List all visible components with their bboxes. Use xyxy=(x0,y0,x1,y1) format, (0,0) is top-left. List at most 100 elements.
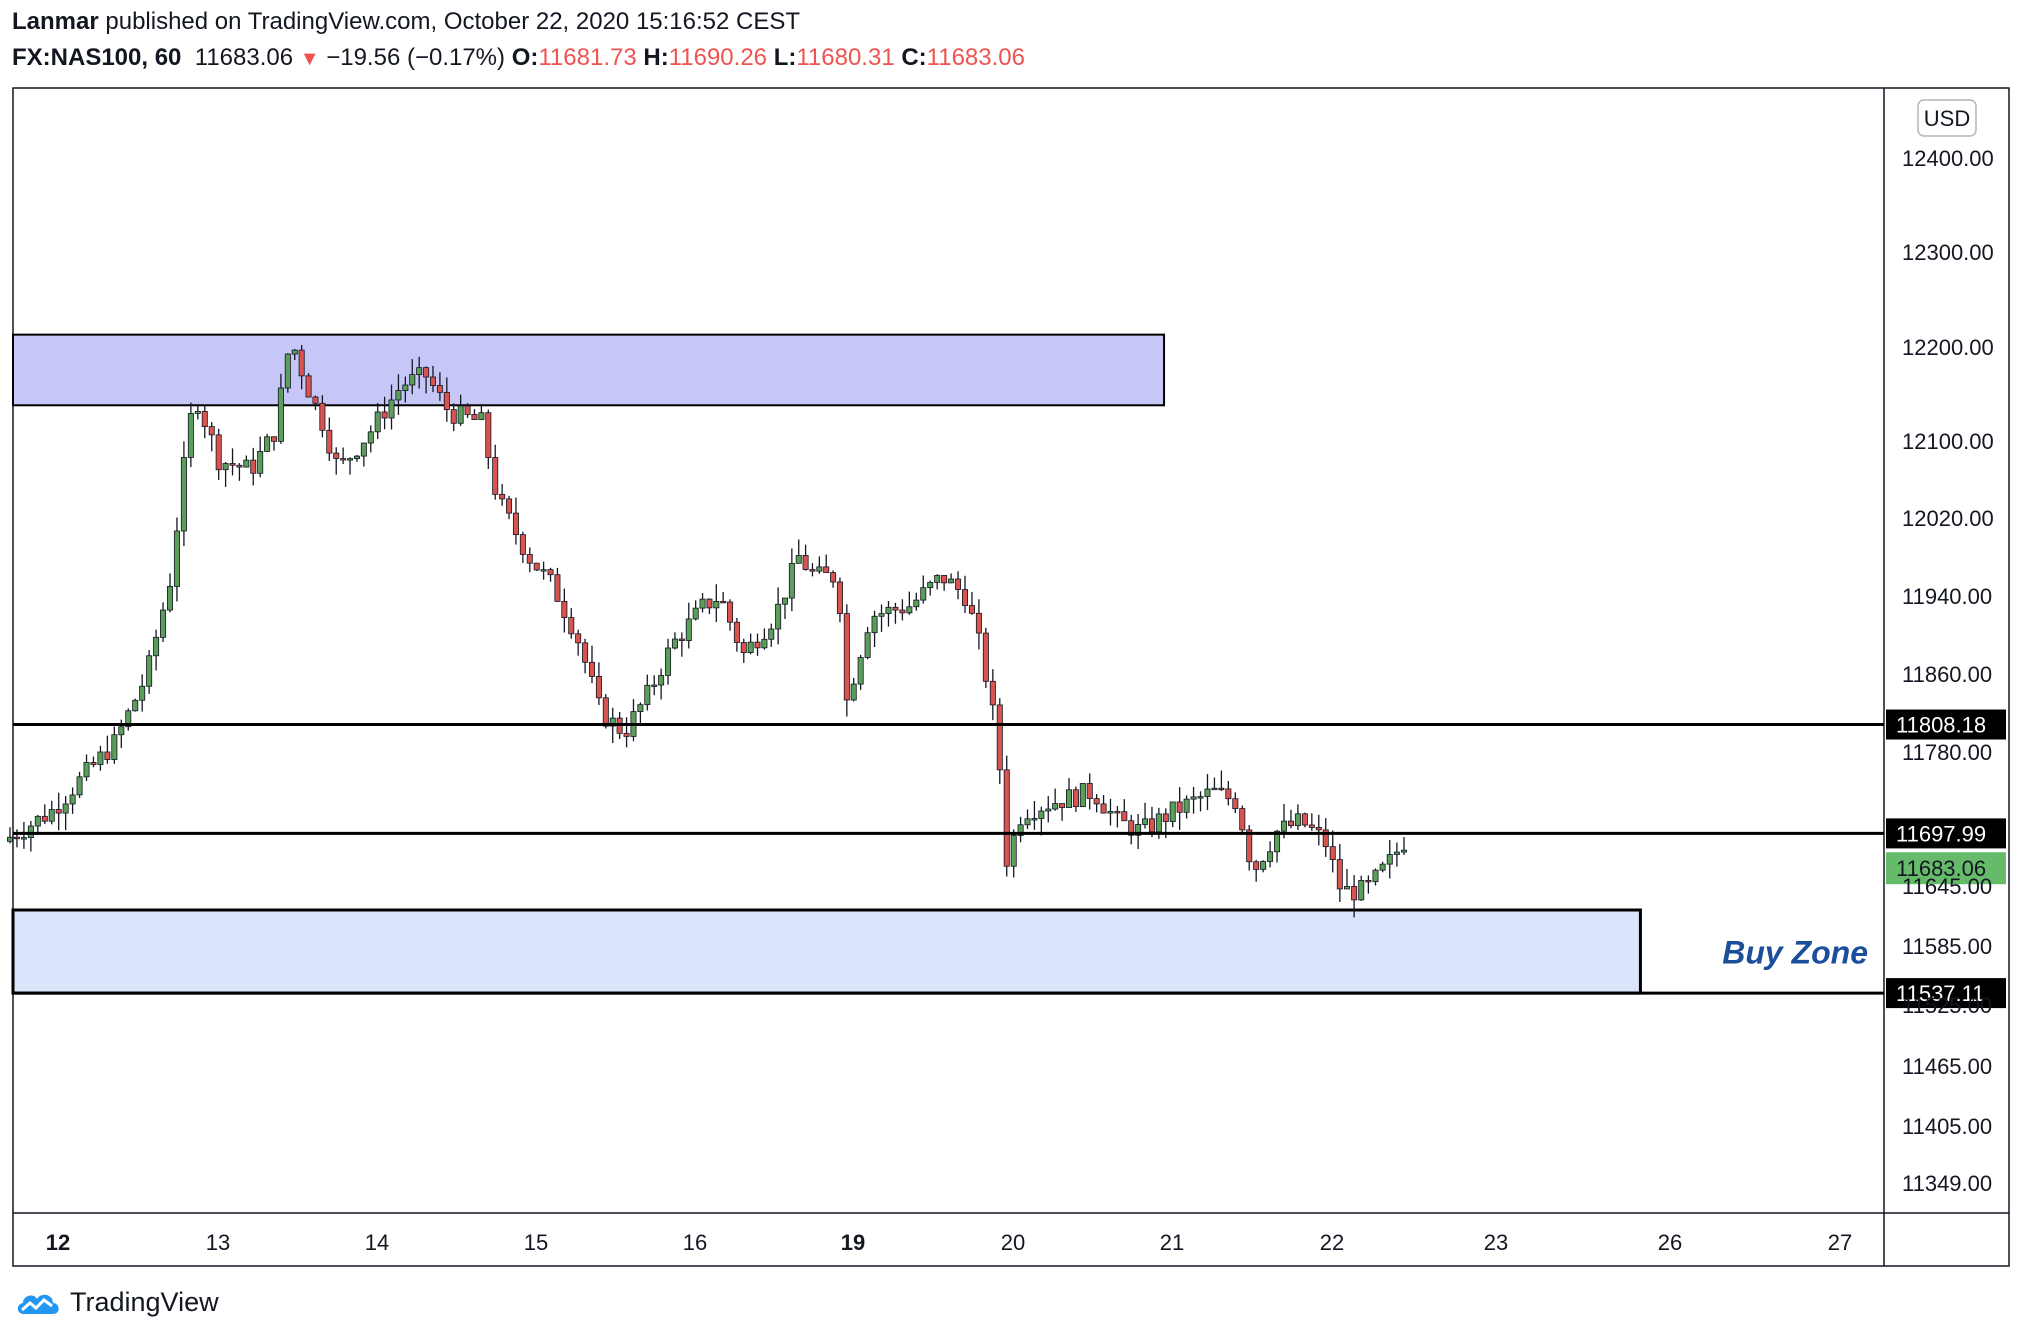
candle-up xyxy=(388,399,395,419)
x-tick-label: 21 xyxy=(1160,1230,1184,1255)
candle-up xyxy=(761,638,768,649)
candle-down xyxy=(533,562,540,571)
candle-down xyxy=(706,598,713,609)
high-value: 11690.26 xyxy=(668,44,768,71)
candle-up xyxy=(1274,830,1281,853)
candle-up xyxy=(264,436,271,452)
y-tick-label: 11585.00 xyxy=(1902,934,1992,959)
candle-up xyxy=(146,655,153,687)
candle-down xyxy=(13,836,20,840)
x-tick-label: 16 xyxy=(683,1230,707,1255)
candle-up xyxy=(139,685,146,701)
candle-down xyxy=(823,566,830,574)
candle-up xyxy=(243,459,250,468)
candle-down xyxy=(1100,803,1107,814)
candle-up xyxy=(132,699,139,712)
y-tick-label: 11405.00 xyxy=(1902,1114,1992,1139)
candle-up xyxy=(665,647,672,676)
candle-up xyxy=(160,609,167,638)
candle-up xyxy=(671,638,678,649)
resistance-zone[interactable] xyxy=(12,333,1166,407)
candle-down xyxy=(1225,788,1232,800)
x-tick-label: 20 xyxy=(1001,1230,1025,1255)
candle-down xyxy=(740,642,747,653)
candle-down xyxy=(201,411,208,427)
candle-down xyxy=(1253,861,1260,870)
candle-up xyxy=(1211,787,1218,791)
candle-up xyxy=(1079,783,1086,808)
candle-down xyxy=(720,601,727,604)
tradingview-logo[interactable]: TradingView xyxy=(14,1287,219,1318)
candle-up xyxy=(83,762,90,778)
candle-up xyxy=(1386,854,1393,865)
candle-down xyxy=(55,809,62,814)
x-tick-label: 19 xyxy=(841,1230,865,1255)
candle-down xyxy=(236,464,243,468)
candle-up xyxy=(1267,851,1274,862)
candle-down xyxy=(802,555,809,570)
level-price-label: 11537.11 xyxy=(1896,981,1985,1006)
candle-down xyxy=(809,569,816,572)
candle-up xyxy=(69,794,76,805)
ohlc-legend: FX:NAS100, 60 11683.06 ▼ −19.56 (−0.17%)… xyxy=(12,44,1025,72)
y-tick-label: 12200.00 xyxy=(1902,335,1994,360)
currency-badge[interactable]: USD xyxy=(1917,99,1977,137)
candle-up xyxy=(747,641,754,653)
candle-down xyxy=(305,375,312,398)
candle-up xyxy=(1135,824,1142,836)
candle-down xyxy=(547,569,554,576)
candle-down xyxy=(512,512,519,536)
x-tick-label: 15 xyxy=(524,1230,548,1255)
candle-down xyxy=(429,376,436,386)
candle-up xyxy=(878,613,885,617)
candle-down xyxy=(208,426,215,436)
candle-up xyxy=(1372,869,1379,883)
candle-down xyxy=(506,498,513,514)
candle-up xyxy=(284,353,291,389)
candle-up xyxy=(153,636,160,657)
candle-up xyxy=(927,582,934,589)
last-price-tag xyxy=(1886,852,2006,885)
x-tick-label: 27 xyxy=(1828,1230,1852,1255)
candle-down xyxy=(381,411,388,419)
candle-up xyxy=(1281,820,1288,832)
candle-up xyxy=(48,809,55,822)
open-label: O: xyxy=(511,44,539,71)
candle-up xyxy=(1045,808,1052,812)
price-change: −19.56 (−0.17%) xyxy=(326,44,506,71)
candle-down xyxy=(843,613,850,701)
candle-up xyxy=(118,726,125,736)
candle-down xyxy=(298,349,305,377)
candle-up xyxy=(906,606,913,614)
low-label: L: xyxy=(773,44,797,71)
candle-down xyxy=(1239,808,1246,831)
candle-down xyxy=(1121,811,1128,822)
candle-down xyxy=(270,436,277,442)
publish-info: Lanmar published on TradingView.com, Oct… xyxy=(12,8,800,36)
candle-down xyxy=(436,385,443,393)
level-price-label: 11697.99 xyxy=(1896,821,1986,846)
candle-down xyxy=(443,391,450,410)
x-tick-label: 12 xyxy=(46,1230,70,1255)
candle-up xyxy=(1024,818,1031,826)
candle-down xyxy=(1365,880,1372,883)
candle-up xyxy=(7,836,13,842)
candle-up xyxy=(166,585,173,611)
candle-up xyxy=(291,349,298,355)
candle-down xyxy=(962,589,969,606)
y-tick-label: 12300.00 xyxy=(1902,240,1994,265)
candle-up xyxy=(367,431,374,444)
candle-up xyxy=(1190,796,1197,800)
candle-down xyxy=(1148,818,1155,833)
y-tick-label: 11860.00 xyxy=(1902,662,1992,687)
x-tick-label: 23 xyxy=(1484,1230,1508,1255)
candle-up xyxy=(713,601,720,609)
candle-down xyxy=(836,581,843,614)
candle-down xyxy=(319,402,326,431)
x-tick-label: 22 xyxy=(1320,1230,1344,1255)
candle-down xyxy=(941,575,948,584)
buy-zone[interactable] xyxy=(11,908,1642,995)
candle-down xyxy=(892,606,899,611)
candle-down xyxy=(41,815,48,822)
